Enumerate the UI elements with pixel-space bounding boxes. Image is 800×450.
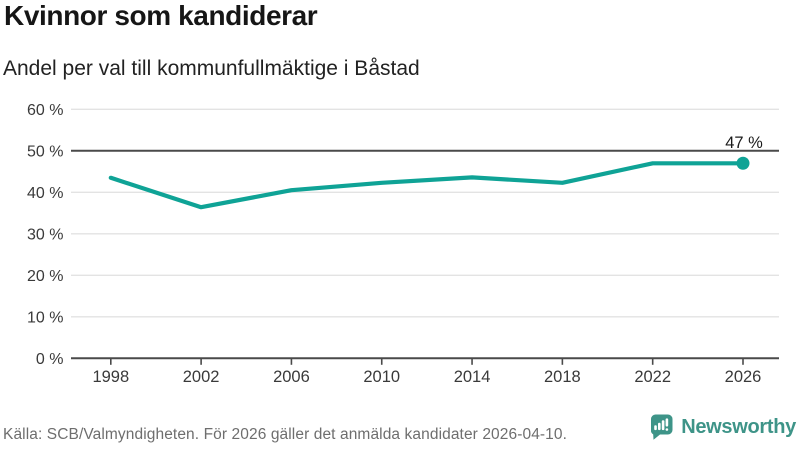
newsworthy-bubble-chart-icon bbox=[651, 414, 673, 440]
y-axis-tick-label: 30 % bbox=[27, 226, 63, 243]
y-axis-tick-label: 20 % bbox=[27, 268, 63, 285]
x-axis-tick-label: 2014 bbox=[454, 368, 491, 386]
newsworthy-logo: Newsworthy bbox=[649, 414, 796, 440]
page-title: Kvinnor som kandiderar bbox=[4, 0, 318, 31]
line-chart: 0 % 10 % 20 % 30 % 40 % 50 % 60 % 1998 2002 2006 2… bbox=[27, 102, 779, 386]
y-axis-tick-label: 50 % bbox=[27, 143, 63, 160]
x-axis-tick-label: 1998 bbox=[92, 368, 129, 386]
x-axis-tick-label: 2010 bbox=[363, 368, 400, 386]
end-point-marker bbox=[736, 156, 750, 170]
x-axis-tick-label: 2026 bbox=[725, 368, 762, 386]
chart-subtitle: Andel per val till kommunfullmäktige i B… bbox=[3, 57, 420, 80]
newsworthy-wordmark: Newsworthy bbox=[681, 415, 796, 438]
y-axis-tick-label: 60 % bbox=[27, 102, 63, 119]
footer: Källa: SCB/Valmyndigheten. För 2026 gäll… bbox=[3, 404, 796, 450]
end-value-label: 47 % bbox=[725, 134, 763, 152]
x-axis-tick-label: 2002 bbox=[183, 368, 220, 386]
x-axis-tick-label: 2018 bbox=[544, 368, 581, 386]
x-axis-tick-label: 2006 bbox=[273, 368, 310, 386]
y-axis-tick-label: 0 % bbox=[36, 351, 64, 368]
y-axis-tick-label: 40 % bbox=[27, 185, 63, 202]
source-note: Källa: SCB/Valmyndigheten. För 2026 gäll… bbox=[3, 426, 568, 443]
x-axis-tick-label: 2022 bbox=[634, 368, 671, 386]
y-axis-tick-label: 10 % bbox=[27, 309, 63, 326]
data-line-women-share bbox=[108, 161, 746, 210]
